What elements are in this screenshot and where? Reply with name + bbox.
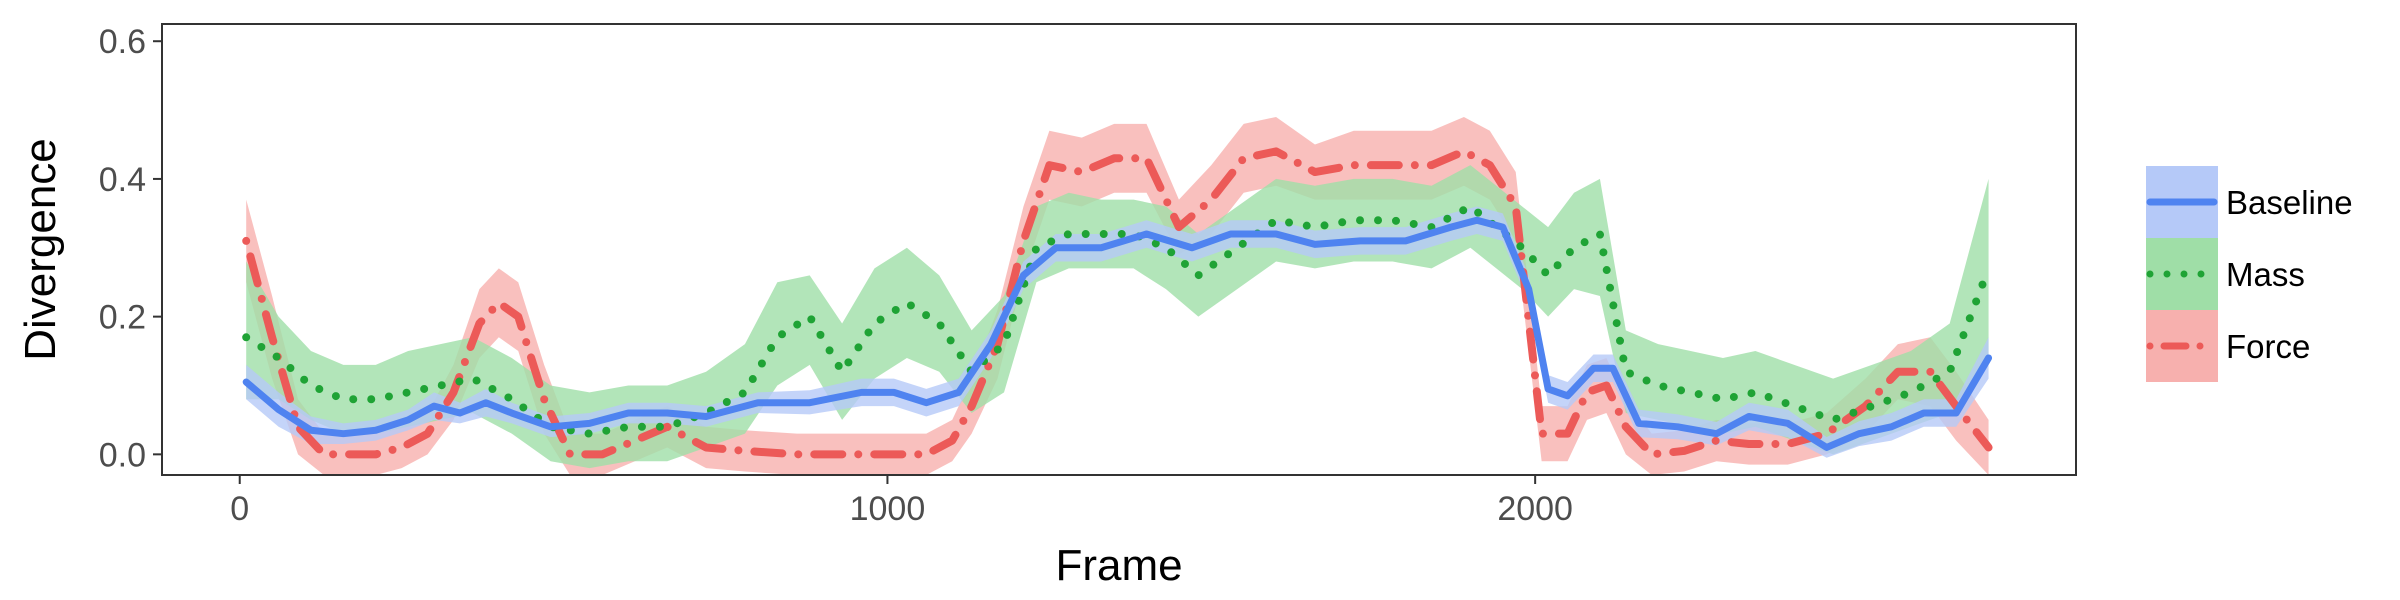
confidence-bands (246, 116, 1989, 475)
legend: Baseline Mass Force (2146, 166, 2353, 382)
x-axis-title: Frame (1055, 541, 1182, 590)
legend-label: Mass (2226, 256, 2305, 293)
plot-panel-border (161, 23, 2077, 476)
y-tick-label: 0.0 (99, 436, 146, 474)
legend-item-mass: Mass (2146, 238, 2305, 310)
y-tick-label: 0.6 (99, 23, 146, 61)
legend-label: Force (2226, 328, 2310, 365)
legend-item-force: Force (2146, 310, 2310, 382)
line-force (242, 147, 1993, 459)
y-axis-title: Divergence (16, 138, 65, 361)
axes: 0 1000 2000 0.0 0.2 0.4 0.6 (99, 23, 1573, 528)
y-tick-label: 0.2 (99, 299, 146, 337)
y-tick-label: 0.4 (99, 161, 146, 199)
line-baseline (242, 216, 1993, 451)
legend-item-baseline: Baseline (2146, 166, 2353, 238)
legend-label: Baseline (2226, 184, 2353, 221)
x-tick-label: 0 (230, 490, 249, 528)
band-baseline (246, 206, 1989, 458)
x-tick-label: 1000 (850, 490, 926, 528)
series-lines (242, 147, 1993, 459)
x-tick-label: 2000 (1497, 490, 1573, 528)
band-mass (246, 165, 1989, 469)
